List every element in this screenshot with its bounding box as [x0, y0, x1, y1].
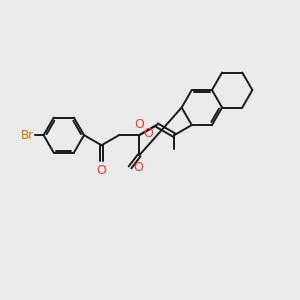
Text: O: O: [134, 118, 144, 131]
Text: O: O: [97, 164, 106, 177]
Text: Br: Br: [21, 129, 34, 142]
Text: O: O: [133, 161, 143, 174]
Text: O: O: [143, 127, 153, 140]
